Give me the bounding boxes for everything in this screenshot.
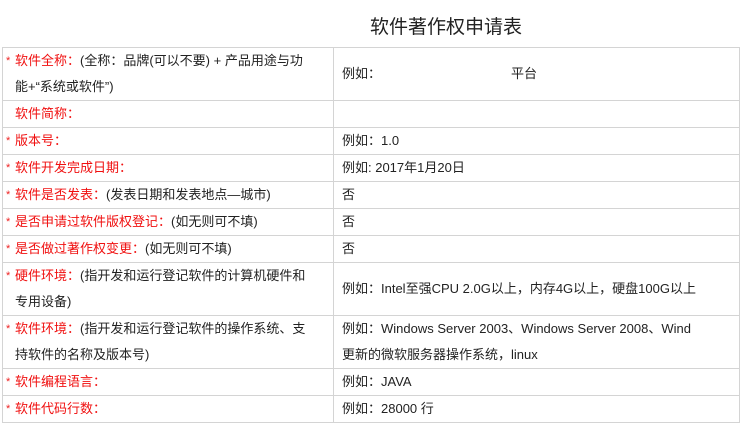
field-label: 软件编程语言： — [15, 374, 107, 389]
value-text-extra: 平台 — [511, 66, 538, 81]
required-mark: * — [6, 243, 11, 255]
required-mark: * — [6, 55, 11, 67]
field-label-cell: * 是否申请过软件版权登记：(如无则可不填) — [2, 208, 334, 236]
field-value-short-name[interactable] — [333, 100, 740, 128]
table-row: * 软件环境：(指开发和运行登记软件的操作系统、支持软件的名称及版本号) 例如：W… — [2, 315, 740, 369]
field-hint-cont: 持软件的名称及版本号) — [15, 347, 150, 362]
field-label-cell: * 版本号： — [2, 127, 334, 155]
table-row: * 软件编程语言： 例如：JAVA — [2, 368, 740, 396]
field-value-version[interactable]: 例如：1.0 — [333, 127, 740, 155]
required-mark: * — [6, 162, 11, 174]
field-label-cell: * 软件开发完成日期： — [2, 154, 334, 182]
field-label: 软件环境： — [15, 321, 81, 336]
required-mark: * — [6, 270, 11, 282]
field-label: 软件代码行数： — [15, 401, 107, 416]
value-text: 例如： — [342, 66, 382, 81]
field-label: 软件开发完成日期： — [15, 160, 133, 175]
field-label-cell: * 软件是否发表：(发表日期和发表地点—城市) — [2, 181, 334, 209]
table-row: * 软件开发完成日期： 例如: 2017年1月20日 — [2, 154, 740, 182]
field-hint: (指开发和运行登记软件的计算机硬件和 — [80, 268, 306, 283]
field-label-cell: * 软件编程语言： — [2, 368, 334, 396]
field-label: 版本号： — [15, 133, 68, 148]
field-value-changed[interactable]: 否 — [333, 235, 740, 263]
field-hint: (如无则可不填) — [145, 241, 232, 256]
field-label-cell: * 是否做过著作权变更：(如无则可不填) — [2, 235, 334, 263]
required-mark: * — [6, 216, 11, 228]
field-value-code-lines[interactable]: 例如：28000 行 — [333, 395, 740, 423]
field-hint: (发表日期和发表地点—城市) — [106, 187, 271, 202]
table-row: * 软件全称：(全称：品牌(可以不要) + 产品用途与功能+“系统或软件”) 例如… — [2, 47, 740, 101]
field-hint: (指开发和运行登记软件的操作系统、支 — [80, 321, 306, 336]
field-label: 软件全称： — [15, 53, 81, 68]
field-value-hardware[interactable]: 例如：Intel至强CPU 2.0G以上，内存4G以上，硬盘100G以上 — [333, 262, 740, 316]
field-hint-cont: 能+“系统或软件”) — [15, 79, 114, 94]
field-label-cell: * 软件环境：(指开发和运行登记软件的操作系统、支持软件的名称及版本号) — [2, 315, 334, 369]
field-value-full-name[interactable]: 例如： 平台 — [333, 47, 740, 101]
page-title: 软件著作权申请表 — [369, 17, 522, 38]
field-value-completion-date[interactable]: 例如: 2017年1月20日 — [333, 154, 740, 182]
table-row: * 软件是否发表：(发表日期和发表地点—城市) 否 — [2, 181, 740, 209]
application-form-table: * 软件全称：(全称：品牌(可以不要) + 产品用途与功能+“系统或软件”) 例如… — [2, 47, 740, 423]
field-label-cell: * 软件代码行数： — [2, 395, 334, 423]
required-mark: * — [6, 135, 11, 147]
value-line: 更新的微软服务器操作系统，linux — [342, 347, 538, 362]
field-value-software-env[interactable]: 例如：Windows Server 2003、Windows Server 20… — [333, 315, 740, 369]
table-row: * 软件代码行数： 例如：28000 行 — [2, 395, 740, 423]
field-value-language[interactable]: 例如：JAVA — [333, 368, 740, 396]
field-hint: (全称：品牌(可以不要) + 产品用途与功 — [80, 53, 303, 68]
field-hint: (如无则可不填) — [171, 214, 258, 229]
table-row: 软件简称： — [2, 100, 740, 128]
field-label: 是否做过著作权变更： — [15, 241, 146, 256]
table-row: * 版本号： 例如：1.0 — [2, 127, 740, 155]
field-label: 软件是否发表： — [15, 187, 107, 202]
field-label: 硬件环境： — [15, 268, 81, 283]
required-mark: * — [6, 323, 11, 335]
required-mark: * — [6, 376, 11, 388]
field-value-registered[interactable]: 否 — [333, 208, 740, 236]
field-hint-cont: 专用设备) — [15, 294, 72, 309]
value-line: 例如：Windows Server 2003、Windows Server 20… — [342, 321, 691, 336]
field-label: 是否申请过软件版权登记： — [15, 214, 172, 229]
field-label-cell: * 硬件环境：(指开发和运行登记软件的计算机硬件和 专用设备) — [2, 262, 334, 316]
table-row: * 是否申请过软件版权登记：(如无则可不填) 否 — [2, 208, 740, 236]
field-label-cell: * 软件全称：(全称：品牌(可以不要) + 产品用途与功能+“系统或软件”) — [2, 47, 334, 101]
field-label-cell: 软件简称： — [2, 100, 334, 128]
required-mark: * — [6, 403, 11, 415]
table-row: * 是否做过著作权变更：(如无则可不填) 否 — [2, 235, 740, 263]
table-row: * 硬件环境：(指开发和运行登记软件的计算机硬件和 专用设备) 例如：Intel至强… — [2, 262, 740, 316]
required-mark: * — [6, 189, 11, 201]
field-value-published[interactable]: 否 — [333, 181, 740, 209]
field-label: 软件简称： — [15, 106, 81, 121]
